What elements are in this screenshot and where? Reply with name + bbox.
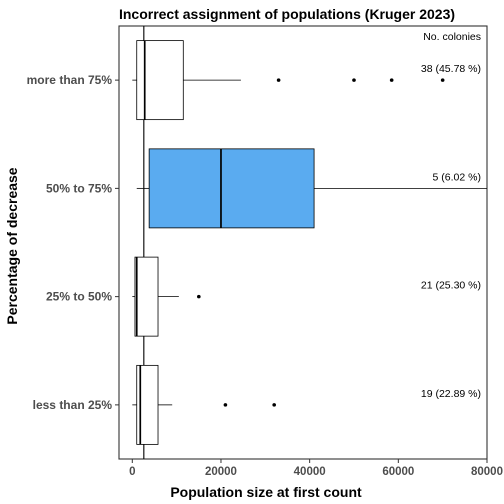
box-group-1: [136, 148, 487, 229]
legend-header: No. colonies: [423, 31, 481, 43]
x-tick-label: 0: [129, 466, 135, 478]
x-tick-label: 20000: [205, 466, 237, 478]
box-iqr: [136, 364, 159, 445]
chart-title: Incorrect assignment of populations (Kru…: [119, 6, 455, 22]
box-group-3: [132, 364, 276, 445]
outlier-point: [440, 78, 445, 82]
count-label: 21 (25.30 %): [421, 280, 481, 292]
outlier-point: [389, 78, 394, 82]
box-group-2: [132, 256, 201, 337]
count-label: 38 (45.78 %): [421, 63, 481, 75]
box-group-0: [132, 40, 445, 121]
y-tick-label: 50% to 75%: [46, 181, 112, 195]
outlier-point: [272, 403, 276, 407]
outlier-point: [223, 403, 228, 407]
outlier-point: [197, 294, 201, 299]
y-axis-title: Percentage of decrease: [4, 167, 20, 324]
x-tick-label: 40000: [294, 466, 326, 478]
box-iqr: [136, 40, 184, 121]
y-tick-label: more than 75%: [27, 73, 113, 87]
x-axis-title: Population size at first count: [170, 484, 362, 500]
y-tick-label: 25% to 50%: [46, 290, 112, 304]
y-tick-label: less than 25%: [33, 398, 113, 412]
count-label: 19 (22.89 %): [421, 388, 481, 400]
box-iqr: [148, 148, 315, 229]
count-label: 5 (6.02 %): [433, 171, 481, 183]
x-tick-label: 60000: [382, 466, 414, 478]
outlier-point: [352, 78, 356, 82]
box-iqr: [134, 256, 159, 337]
outlier-point: [276, 78, 281, 82]
x-tick-label: 80000: [471, 466, 503, 478]
